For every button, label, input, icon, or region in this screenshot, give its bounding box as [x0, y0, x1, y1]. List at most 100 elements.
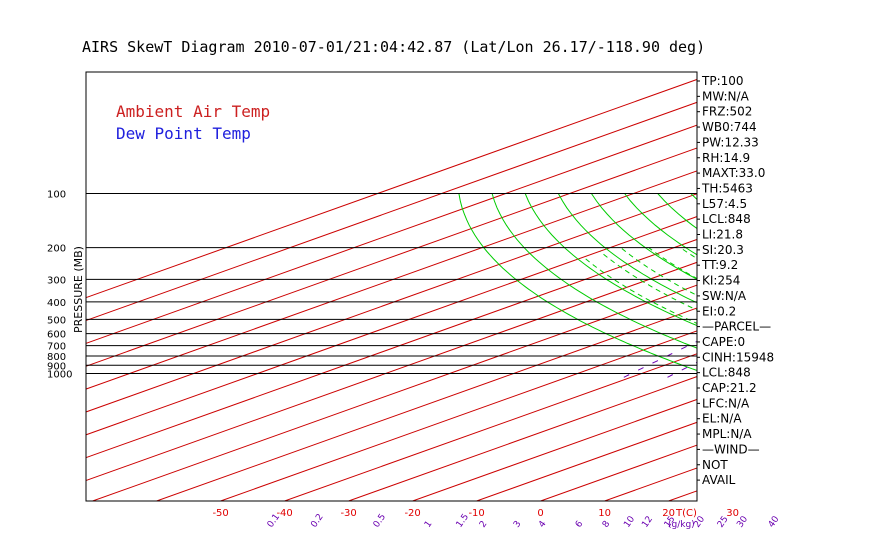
mixing-ratio-tick-label: 2: [478, 519, 489, 529]
moist-adiabat-line: [811, 248, 870, 378]
mixing-ratio-tick-label: 0.2: [309, 512, 325, 529]
isotherm-line: [86, 124, 697, 344]
mixing-ratio-line: [667, 361, 697, 378]
stat-item: CAP:21.2: [702, 381, 757, 395]
dew-point-thick-segment: [789, 346, 860, 361]
pressure-tick-label: 800: [47, 352, 66, 363]
isotherm-line: [476, 421, 697, 501]
isotherm-line: [220, 330, 697, 501]
dew-point-line: [751, 194, 870, 376]
mixing-ratio-tick-label: 40: [767, 514, 782, 529]
mixing-ratio-line: [836, 300, 870, 377]
stat-item: LCL:848: [702, 212, 751, 226]
mixing-ratio-tick-label: 10: [622, 514, 637, 529]
isotherm-line: [92, 284, 697, 501]
dry-adiabat-line: [590, 193, 697, 280]
stat-item: —PARCEL—: [702, 320, 771, 334]
series-layer: [751, 194, 870, 376]
moist-adiabat-line: [599, 251, 697, 311]
mixing-ratio-line: [623, 340, 697, 378]
stat-item: TT:9.2: [701, 258, 738, 272]
pressure-tick-label: 100: [47, 190, 66, 201]
stat-item: LCL:848: [702, 366, 751, 380]
isotherm-line: [668, 490, 697, 501]
bottom-temp-tick-label: -50: [212, 508, 228, 519]
pressure-tick-label: 400: [47, 298, 66, 309]
stat-item: NOT: [702, 458, 728, 472]
isotherm-line: [86, 238, 697, 459]
mixing-ratio-tick-label: 0.5: [372, 512, 388, 529]
pressure-tick-label: 500: [47, 315, 66, 326]
isotherm-line: [86, 216, 697, 436]
dry-adiabat-line: [557, 193, 697, 304]
isotherm-line: [156, 307, 697, 501]
stat-item: AVAIL: [702, 473, 736, 487]
y-axis-label: PRESSURE (MB): [72, 246, 85, 333]
isotherm-line: [412, 398, 697, 501]
plot-area: [85, 71, 870, 502]
legend-dew: Dew Point Temp: [116, 124, 251, 143]
bottom-temp-tick-label: -30: [340, 508, 356, 519]
bottom-temp-tick-label: 30: [726, 508, 739, 519]
stat-item: EL:N/A: [702, 412, 742, 426]
mixing-ratio-tick-label: 12: [640, 515, 655, 530]
isotherm-line: [348, 376, 697, 501]
stat-item: EI:0.2: [702, 304, 736, 318]
stat-item: RH:14.9: [702, 151, 750, 165]
dry-adiabat-line: [491, 193, 697, 349]
pressure-tick-label: 200: [47, 244, 66, 255]
bottom-temp-tick-label: 0: [537, 508, 543, 519]
pressure-tick-label: 700: [47, 342, 66, 353]
dry-adiabat-line: [857, 194, 870, 378]
isotherm-line: [86, 78, 697, 299]
stat-item: MAXT:33.0: [702, 166, 765, 180]
stat-item: TP:100: [701, 74, 744, 88]
bottom-temp-tick-label: -20: [404, 508, 420, 519]
stat-item: LI:21.8: [702, 228, 743, 242]
pressure-tick-label: 600: [47, 330, 66, 341]
mixing-ratio-tick-label: 6: [574, 519, 586, 530]
isotherm-line: [86, 170, 697, 390]
stat-item: WB0:744: [702, 120, 757, 134]
legend-temp: Ambient Air Temp: [116, 102, 270, 121]
mixing-ratio-line: [781, 300, 870, 377]
stat-item: MPL:N/A: [702, 427, 752, 441]
moist-adiabat-line: [760, 248, 870, 378]
dry-adiabat-line: [790, 194, 870, 378]
mixing-ratio-unit-label: (g/kg): [668, 520, 695, 530]
stat-item: KI:254: [702, 274, 740, 288]
chart-title: AIRS SkewT Diagram 2010-07-01/21:04:42.8…: [82, 38, 705, 56]
stat-item: CAPE:0: [702, 335, 745, 349]
stat-item: MW:N/A: [702, 89, 750, 103]
bottom-temp-tick-label: -40: [276, 508, 292, 519]
bottom-temp-tick-label: -10: [468, 508, 484, 519]
stat-item: SI:20.3: [702, 243, 744, 257]
stat-item: FRZ:502: [702, 105, 752, 119]
pressure-tick-label: 300: [47, 275, 66, 286]
stat-item: PW:12.33: [702, 135, 759, 149]
isotherm-line: [284, 353, 697, 501]
isotherm-line: [797, 72, 870, 501]
isotherm-line: [86, 147, 697, 367]
bottom-temp-tick-label: 20: [662, 508, 675, 519]
mixing-ratio-tick-label: 3: [512, 519, 523, 529]
dry-adiabat-line: [524, 193, 697, 327]
mixing-ratio-tick-label: 4: [537, 519, 549, 530]
mixing-ratio-tick-label: 1: [423, 519, 434, 529]
stat-item: L57:4.5: [702, 197, 747, 211]
moist-adiabat-line: [620, 247, 697, 296]
pressure-tick-label: 900: [47, 361, 66, 372]
mixing-ratio-tick-label: 8: [601, 519, 613, 530]
stat-item: SW:N/A: [702, 289, 747, 303]
mixing-ratio-line: [813, 300, 870, 377]
grid-lines: [86, 72, 870, 501]
plot-frame: [85, 71, 698, 502]
isotherm-line: [86, 101, 697, 322]
isotherm-line: [86, 261, 697, 482]
moist-adiabat-line: [584, 258, 697, 324]
pressure-tick-label: 1000: [47, 370, 72, 381]
dry-adiabat-line: [458, 193, 697, 372]
bottom-temp-tick-label: 10: [598, 508, 611, 519]
